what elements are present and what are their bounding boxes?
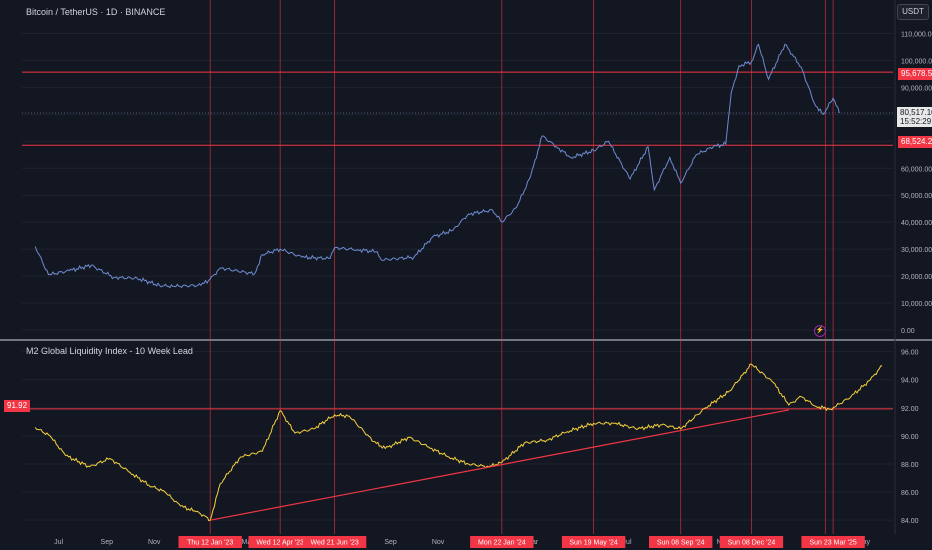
highlighted-date-label: Wed 12 Apr '23 xyxy=(256,540,304,547)
m2-tick-label: 96.00 xyxy=(901,350,919,357)
support-label: 68,524.25 xyxy=(898,136,932,148)
btc-tick-label: 40,000.00 xyxy=(901,220,932,227)
current-price: 80,517.10 xyxy=(900,108,932,117)
highlighted-date-label: Sun 23 Mar '25 xyxy=(809,540,856,547)
time-axis-label: Mar xyxy=(241,539,254,546)
highlighted-date-pill xyxy=(561,536,626,548)
highlighted-date-label: Thu 12 Jan '23 xyxy=(187,540,233,547)
highlighted-date-label: Sun 08 Dec '24 xyxy=(728,540,776,547)
time-axis-label: Sep xyxy=(384,539,397,546)
highlighted-date-pill xyxy=(801,536,865,548)
m2-tick-label: 94.00 xyxy=(901,378,919,385)
symbol-title: Bitcoin / TetherUS · 1D · BINANCE xyxy=(26,7,166,17)
m2-tick-label: 86.00 xyxy=(901,490,919,497)
btc-tick-label: 110,000.00 xyxy=(901,31,932,38)
currency-button[interactable]: USDT xyxy=(897,4,929,20)
time-axis-label: Jul xyxy=(54,539,63,546)
m2-trendline xyxy=(210,409,789,521)
time-axis-label: Nov xyxy=(432,539,445,546)
time-axis-label: Jul xyxy=(623,539,632,546)
btc-tick-label: 50,000.00 xyxy=(901,193,932,200)
btc-tick-label: 10,000.00 xyxy=(901,301,932,308)
highlighted-date-pill xyxy=(178,536,242,548)
highlighted-date-pill xyxy=(248,536,312,548)
time-axis-label: Sep xyxy=(101,539,114,546)
m2-liquidity-line xyxy=(34,363,883,522)
m2-tick-label: 90.00 xyxy=(901,434,919,441)
highlighted-date-label: Sun 08 Sep '24 xyxy=(657,540,705,547)
btc-tick-label: 20,000.00 xyxy=(901,274,932,281)
highlighted-date-pill xyxy=(648,536,713,548)
m2-tick-label: 92.00 xyxy=(901,406,919,413)
current-price-label: 80,517.10 15:52:29 xyxy=(897,107,932,127)
btc-tick-label: 90,000.00 xyxy=(901,85,932,92)
highlighted-date-label: Mon 22 Jan '24 xyxy=(478,540,526,547)
m2-tick-label: 84.00 xyxy=(901,518,919,525)
countdown: 15:52:29 xyxy=(900,117,932,126)
highlighted-date-label: Sun 19 May '24 xyxy=(569,540,618,547)
highlighted-date-label: Wed 21 Jun '23 xyxy=(310,540,358,547)
resistance-label: 95,678.53 xyxy=(898,68,932,80)
btc-tick-label: 30,000.00 xyxy=(901,247,932,254)
m2-tick-label: 88.00 xyxy=(901,462,919,469)
btc-tick-label: 100,000.00 xyxy=(901,58,932,65)
highlighted-date-pill xyxy=(470,536,534,548)
btc-price-line xyxy=(34,43,840,289)
indicator-title: M2 Global Liquidity Index - 10 Week Lead xyxy=(26,346,193,356)
btc-tick-label: 60,000.00 xyxy=(901,166,932,173)
highlighted-date-pill xyxy=(719,536,784,548)
lightning-icon[interactable]: ⚡ xyxy=(814,325,826,337)
highlighted-date-pill xyxy=(302,536,367,548)
m2-level-label: 91.92 xyxy=(4,400,31,412)
btc-tick-label: 0.00 xyxy=(901,328,915,335)
time-axis-label: Nov xyxy=(148,539,161,546)
